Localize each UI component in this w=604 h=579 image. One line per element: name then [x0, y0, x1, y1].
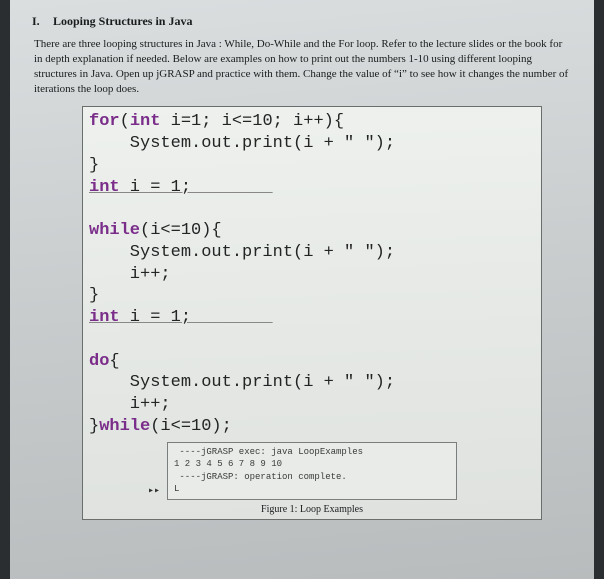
console-output: ▸▸ ----jGRASP exec: java LoopExamples 1 …	[167, 442, 457, 500]
console-end: L	[174, 484, 179, 494]
section-heading: I. Looping Structures in Java	[32, 14, 572, 29]
console-line1: ----jGRASP exec: java LoopExamples	[174, 447, 363, 457]
intro-paragraph: There are three looping structures in Ja…	[34, 37, 570, 96]
console-text: ----jGRASP exec: java LoopExamples 1 2 3…	[174, 446, 450, 496]
figure-caption: Figure 1: Loop Examples	[89, 504, 535, 515]
code-block: for(int i=1; i<=10; i++){ System.out.pri…	[82, 106, 542, 520]
heading-title: Looping Structures in Java	[53, 14, 192, 28]
console-arrow-icon: ▸▸	[148, 485, 160, 497]
console-line2: 1 2 3 4 5 6 7 8 9 10	[174, 459, 282, 469]
console-line3: ----jGRASP: operation complete.	[174, 472, 347, 482]
code-listing: for(int i=1; i<=10; i++){ System.out.pri…	[89, 111, 535, 437]
page: I. Looping Structures in Java There are …	[10, 0, 594, 579]
heading-number: I.	[32, 14, 50, 29]
